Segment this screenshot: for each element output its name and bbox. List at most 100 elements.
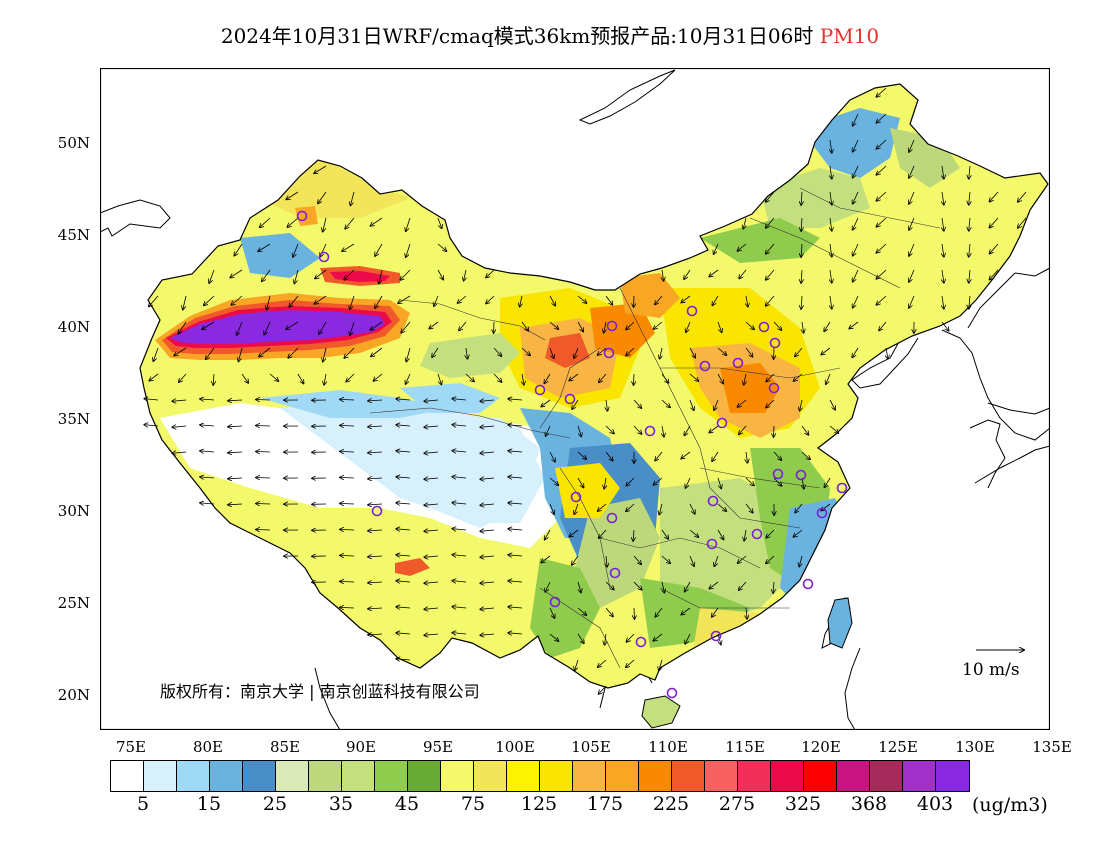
wind-arrow — [853, 165, 859, 178]
legend-color-cell — [771, 761, 804, 791]
wind-arrow — [800, 399, 802, 411]
wind-arrow — [712, 451, 719, 461]
wind-arrow — [549, 607, 555, 618]
wind-arrow — [685, 633, 691, 644]
wind-arrow — [685, 581, 691, 592]
wind-arrow — [368, 452, 383, 453]
wind-arrow — [508, 451, 523, 452]
wind-arrow — [424, 530, 439, 531]
wind-arrow — [969, 165, 970, 179]
wind-arrow — [508, 425, 523, 426]
wind-arrow — [368, 530, 383, 531]
legend-color-cell — [474, 761, 507, 791]
hainan-island — [641, 695, 681, 729]
city-marker — [716, 417, 728, 429]
wind-arrow — [144, 399, 159, 400]
city-marker — [606, 512, 618, 524]
wind-arrow — [508, 555, 523, 556]
wind-arrow — [424, 400, 439, 401]
city-marker — [802, 578, 814, 590]
wind-arrow — [486, 295, 495, 304]
legend-color-cell — [177, 761, 210, 791]
wind-arrow — [681, 295, 691, 303]
wind-arrow — [238, 347, 243, 362]
wind-arrow — [766, 399, 775, 408]
wind-arrow — [802, 321, 804, 333]
wind-arrow — [521, 347, 530, 355]
wind-arrow — [942, 165, 944, 179]
wind-arrow — [287, 217, 299, 227]
wind-arrow — [259, 347, 271, 357]
lon-tick-label: 100E — [495, 738, 535, 756]
wind-arrow — [886, 347, 888, 359]
legend-color-cell — [705, 761, 738, 791]
wind-arrow — [297, 373, 304, 384]
legend-tick-label: 35 — [328, 793, 354, 815]
wind-arrow — [480, 478, 495, 479]
wind-arrow — [258, 243, 271, 251]
wind-arrow — [574, 503, 579, 514]
wind-arrow — [508, 581, 523, 582]
wind-arrow — [424, 582, 439, 583]
wind-arrow — [801, 217, 802, 231]
wind-arrow — [344, 347, 355, 358]
wind-arrow — [340, 451, 355, 452]
wind-arrow — [172, 452, 187, 453]
wind-arrow — [452, 399, 467, 400]
legend-color-cell — [111, 761, 144, 791]
wind-arrow — [541, 399, 551, 407]
wind-arrow — [549, 295, 555, 306]
wind-arrow — [744, 529, 746, 541]
wind-arrow — [598, 659, 607, 667]
wind-arrow — [712, 295, 719, 305]
wind-arrow — [709, 269, 719, 277]
wind-arrow — [712, 607, 719, 617]
wind-arrow — [434, 295, 439, 306]
wind-arrow — [172, 400, 187, 401]
wind-arrow — [480, 400, 495, 401]
wind-arrow — [396, 503, 411, 504]
wind-arrow — [606, 555, 607, 567]
city-marker — [751, 528, 763, 540]
wind-arrow — [396, 399, 411, 400]
wind-arrow — [269, 373, 278, 381]
wind-arrow — [237, 321, 243, 335]
wind-arrow — [340, 399, 355, 400]
wind-arrow — [766, 217, 775, 228]
wind-arrow — [153, 347, 159, 361]
wind-arrow — [234, 243, 243, 256]
city-marker — [644, 425, 656, 437]
wind-arrow — [876, 269, 887, 279]
wind-arrow — [653, 477, 663, 485]
wind-arrow — [681, 607, 691, 615]
legend-tick-label: 175 — [586, 793, 624, 815]
wind-arrow — [969, 217, 970, 231]
city-marker — [699, 360, 711, 372]
wind-arrow — [396, 529, 411, 530]
wind-arrow — [480, 634, 495, 635]
wind-arrow — [466, 347, 468, 359]
wind-arrow — [830, 217, 832, 231]
city-marker — [609, 567, 621, 579]
wind-arrow — [342, 243, 355, 251]
wind-arrow — [821, 503, 831, 511]
wind-arrow — [231, 295, 243, 305]
wind-arrow — [368, 608, 383, 609]
legend-color-cell — [276, 761, 309, 791]
wind-arrow — [633, 399, 641, 408]
wind-arrow — [508, 529, 523, 530]
wind-arrow — [183, 295, 187, 310]
lon-tick-label: 105E — [571, 738, 611, 756]
wind-arrow — [626, 477, 635, 486]
wind-arrow — [853, 217, 859, 230]
wind-arrow — [396, 581, 411, 582]
wind-arrow — [745, 477, 754, 486]
wind-arrow — [293, 243, 299, 257]
wind-arrow — [681, 451, 691, 459]
wind-arrow — [452, 451, 467, 452]
wind-reference-label: 10 m/s — [962, 660, 1020, 680]
wind-arrow — [314, 165, 327, 173]
wind-arrow — [149, 373, 159, 381]
wind-arrow — [577, 633, 584, 643]
wind-arrow — [549, 321, 558, 329]
